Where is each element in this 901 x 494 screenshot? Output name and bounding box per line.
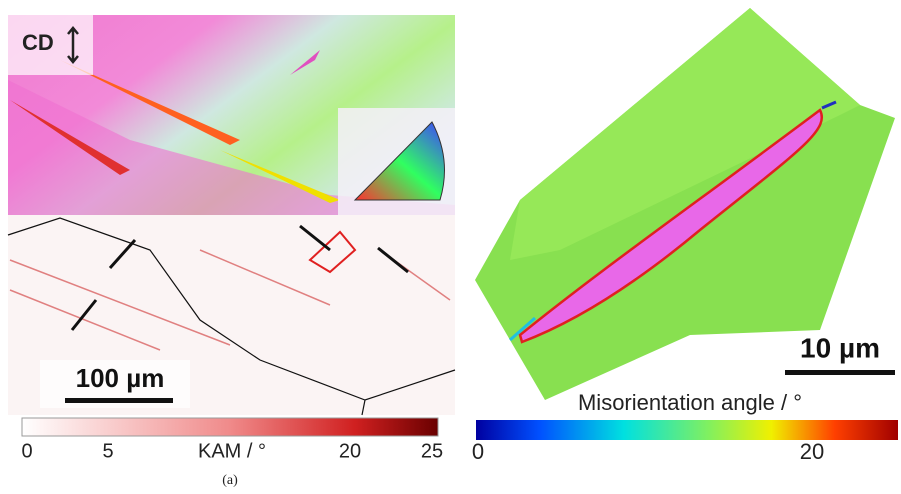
figure: CD 100 µm 0 5 KAM / ° 20 25 (a) 10 µm Mi… (0, 0, 901, 494)
colorbar-tick: 20 (339, 440, 361, 462)
colorbar-tick: 20 (800, 439, 824, 464)
direction-label: CD (22, 30, 54, 55)
misorientation-colorbar (476, 420, 898, 440)
caption: (a) (222, 473, 238, 488)
colorbar-tick: 5 (102, 440, 113, 462)
colorbar-tick: 0 (21, 440, 32, 462)
kam-colorbar (22, 418, 438, 436)
colorbar-tick: 25 (421, 440, 443, 462)
scale-bar (785, 370, 895, 375)
colorbar-tick: 0 (472, 439, 484, 464)
colorbar-title: KAM / ° (198, 440, 266, 462)
scale-bar-label: 100 µm (76, 363, 165, 393)
colorbar-title: Misorientation angle / ° (578, 390, 802, 415)
scale-bar (65, 398, 173, 403)
scale-bar-label: 10 µm (800, 332, 880, 363)
